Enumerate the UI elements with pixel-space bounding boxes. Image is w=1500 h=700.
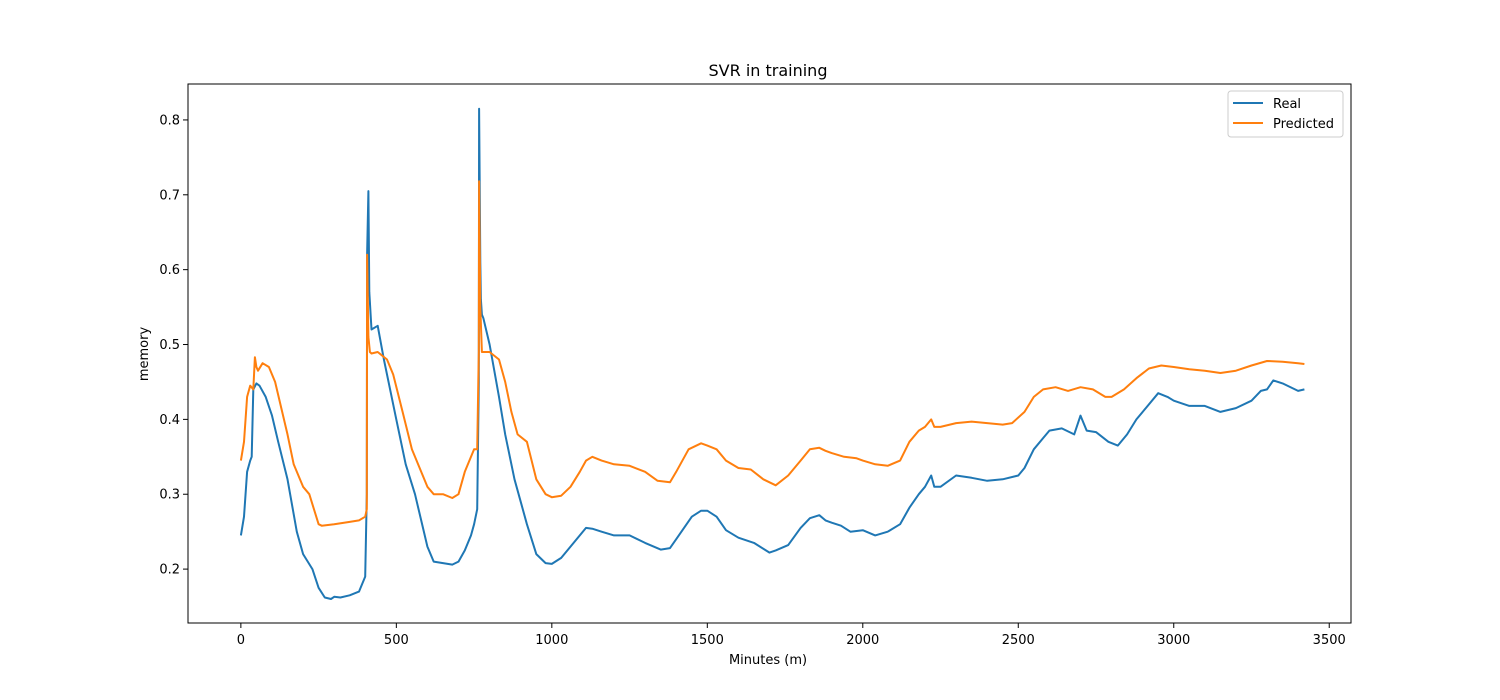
y-tick-label: 0.4 <box>159 413 180 428</box>
x-tick-label: 0 <box>237 633 245 648</box>
legend-label-real: Real <box>1273 97 1301 112</box>
chart-title: SVR in training <box>709 61 828 80</box>
y-tick-label: 0.2 <box>159 563 180 578</box>
plot-frame <box>187 83 1352 624</box>
x-tick-label: 1500 <box>691 633 724 648</box>
y-tick-label: 0.6 <box>159 263 180 278</box>
series-line-predicted <box>239 180 1305 527</box>
x-axis: 0 500 1000 1500 2000 2500 3000 3500 <box>237 623 1346 648</box>
y-axis-label: memory <box>137 327 152 382</box>
x-axis-label: Minutes (m) <box>729 653 807 668</box>
y-tick-label: 0.8 <box>159 113 180 128</box>
series-line-real <box>239 107 1305 600</box>
x-tick-label: 3000 <box>1157 633 1190 648</box>
x-tick-label: 2000 <box>846 633 879 648</box>
y-tick-label: 0.5 <box>159 338 180 353</box>
legend: Real Predicted <box>1227 90 1344 138</box>
x-tick-label: 3500 <box>1313 633 1346 648</box>
series-layer <box>239 107 1305 600</box>
x-tick-label: 1000 <box>535 633 568 648</box>
x-tick-label: 2500 <box>1002 633 1035 648</box>
x-tick-label: 500 <box>384 633 409 648</box>
y-tick-label: 0.7 <box>159 188 180 203</box>
y-tick-label: 0.3 <box>159 488 180 503</box>
y-axis: 0.2 0.3 0.4 0.5 0.6 0.7 0.8 <box>159 113 188 578</box>
legend-label-predicted: Predicted <box>1273 117 1334 132</box>
